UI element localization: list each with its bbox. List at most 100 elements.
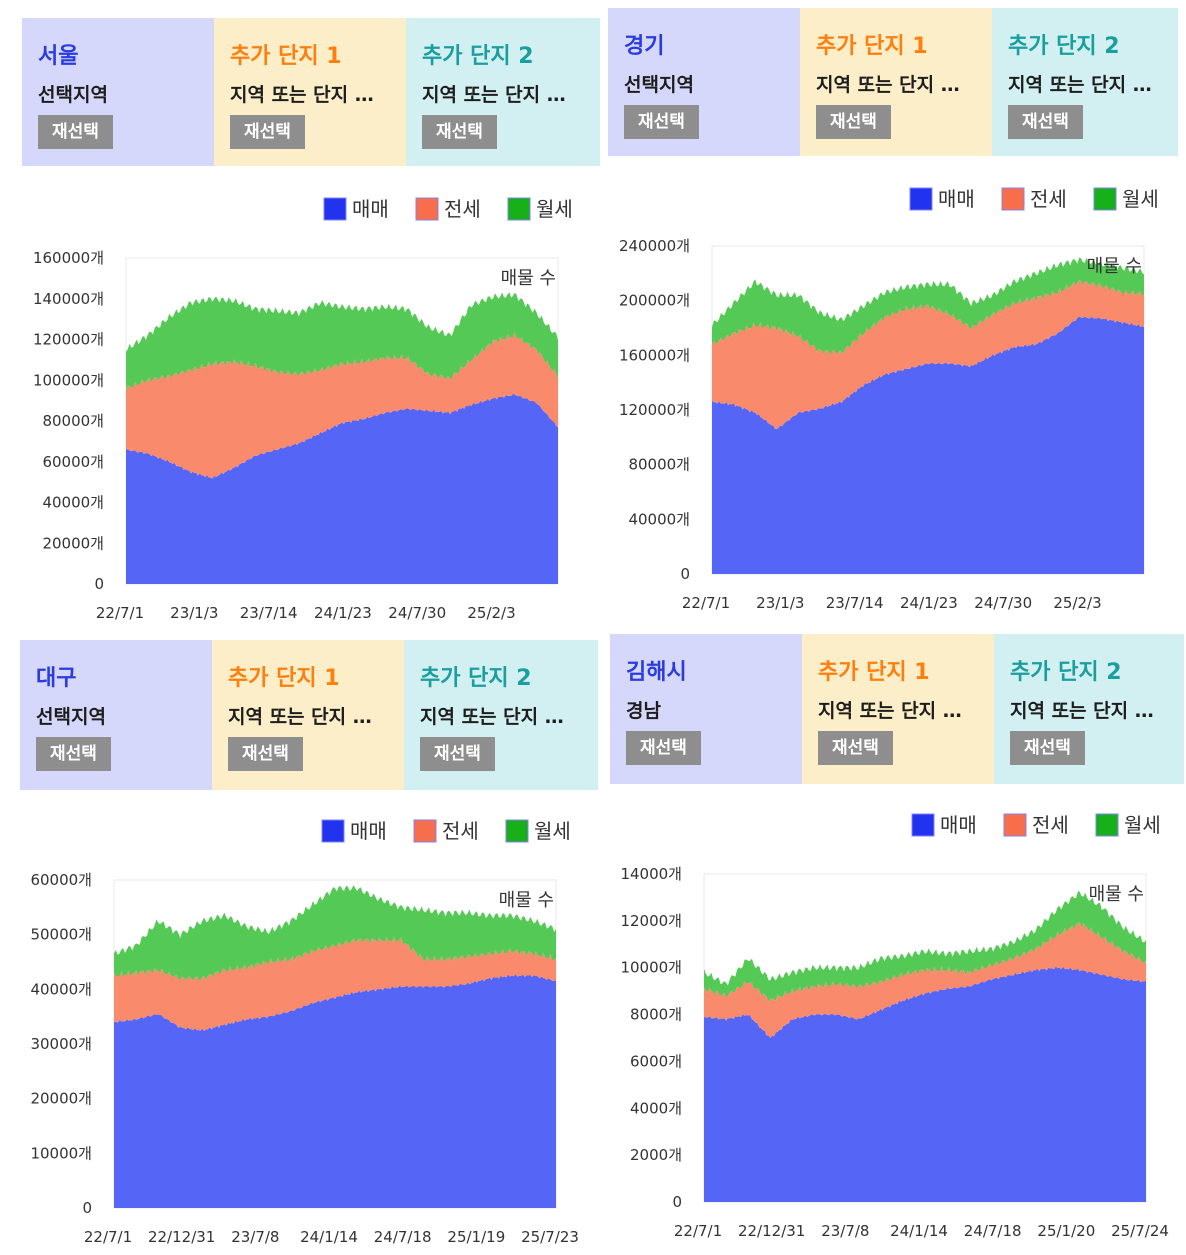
x-tick-label: 23/1/3 [756,594,804,612]
y-tick-label: 2000개 [630,1146,682,1164]
region-subtitle: 선택지역 [624,74,694,96]
panel-header: 김해시 경남 재선택 추가 단지 1 지역 또는 단지 … 재선택 추가 단지 … [610,634,1184,784]
reselect-button[interactable]: 재선택 [230,115,305,149]
x-tick-label: 24/1/14 [890,1222,948,1240]
reselect-button[interactable]: 재선택 [36,737,111,771]
legend: 매매 전세 월세 [323,197,573,221]
reselect-button[interactable]: 재선택 [1010,731,1085,765]
region-subtitle: 선택지역 [36,706,106,728]
header-add2-cell[interactable]: 추가 단지 2 지역 또는 단지 … 재선택 [994,634,1184,784]
legend: 매매 전세 월세 [909,187,1159,211]
header-add1-cell[interactable]: 추가 단지 1 지역 또는 단지 … 재선택 [802,634,994,784]
region-title: 대구 [36,666,77,691]
add-complex-1-subtitle: 지역 또는 단지 … [228,706,372,728]
y-tick-label: 40000개 [42,494,104,512]
panel-gimhae: 김해시 경남 재선택 추가 단지 1 지역 또는 단지 … 재선택 추가 단지 … [610,634,1184,1246]
stacked-area-chart: 매매 전세 월세 14000개 12000개 10000개 8000개 6000개 4000개 2… [620,813,1169,1240]
area-series-매매 [712,316,1144,574]
add-complex-1-title: 추가 단지 1 [230,44,342,69]
y-tick-label: 80000개 [42,412,104,430]
x-tick-label: 23/7/14 [240,604,298,622]
y-tick-label: 0 [94,575,104,593]
y-tick-label: 80000개 [628,456,690,474]
y-tick-label: 0 [672,1193,682,1211]
legend-swatch [321,819,345,843]
y-tick-label: 60000개 [30,871,92,889]
area-series-전세 [126,331,558,479]
reselect-button[interactable]: 재선택 [818,731,893,765]
x-tick-label: 22/7/1 [674,1222,722,1240]
y-tick-label: 200000개 [619,292,690,310]
reselect-button[interactable]: 재선택 [228,737,303,771]
x-tick-label: 25/2/3 [1053,594,1101,612]
y-tick-label: 240000개 [619,237,690,255]
header-add2-cell[interactable]: 추가 단지 2 지역 또는 단지 … 재선택 [992,8,1178,156]
area-series-전세 [114,936,556,1031]
legend-label: 월세 [1122,187,1159,211]
header-main-cell: 대구 선택지역 재선택 [20,640,212,790]
x-tick-label: 23/7/8 [231,1228,279,1246]
region-title: 서울 [38,44,79,69]
x-tick-label: 22/12/31 [738,1222,805,1240]
legend-swatch [415,197,439,221]
x-tick-label: 24/7/30 [974,594,1032,612]
header-add1-cell[interactable]: 추가 단지 1 지역 또는 단지 … 재선택 [800,8,992,156]
area-series-월세 [704,891,1146,1003]
add-complex-2-subtitle: 지역 또는 단지 … [1008,74,1152,96]
panel-gyeonggi: 경기 선택지역 재선택 추가 단지 1 지역 또는 단지 … 재선택 추가 단지… [608,8,1178,620]
y-tick-label: 60000개 [42,453,104,471]
legend-label: 월세 [1124,813,1161,837]
legend-swatch [323,197,347,221]
reselect-button[interactable]: 재선택 [816,105,891,139]
x-tick-label: 24/1/23 [314,604,372,622]
legend-label: 전세 [1032,813,1069,837]
legend-label: 매매 [350,819,387,843]
panel-seoul: 서울 선택지역 재선택 추가 단지 1 지역 또는 단지 … 재선택 추가 단지… [22,18,600,630]
y-tick-label: 160000개 [619,346,690,364]
area-series-월세 [114,885,556,981]
area-series-전세 [704,922,1146,1038]
reselect-button[interactable]: 재선택 [420,737,495,771]
add-complex-1-title: 추가 단지 1 [818,660,930,685]
header-add1-cell[interactable]: 추가 단지 1 지역 또는 단지 … 재선택 [212,640,404,790]
y-tick-label: 50000개 [30,926,92,944]
reselect-button[interactable]: 재선택 [624,105,699,139]
y-tick-label: 160000개 [33,249,104,267]
reselect-button[interactable]: 재선택 [422,115,497,149]
x-tick-label: 25/7/24 [1111,1222,1169,1240]
area-series-매매 [126,393,558,584]
y-tick-label: 40000개 [628,510,690,528]
y-tick-label: 8000개 [630,1006,682,1024]
x-tick-label: 24/1/23 [900,594,958,612]
add-complex-2-title: 추가 단지 2 [420,666,532,691]
region-subtitle: 경남 [626,700,661,722]
x-tick-label: 23/1/3 [170,604,218,622]
area-series-월세 [126,292,558,392]
annotation-label: 매물 수 [501,268,556,289]
header-add1-cell[interactable]: 추가 단지 1 지역 또는 단지 … 재선택 [214,18,406,166]
y-tick-label: 140000개 [33,290,104,308]
legend-swatch [1093,187,1117,211]
region-title: 경기 [624,34,665,59]
reselect-button[interactable]: 재선택 [1008,105,1083,139]
region-subtitle: 선택지역 [38,84,108,106]
panel-daegu: 대구 선택지역 재선택 추가 단지 1 지역 또는 단지 … 재선택 추가 단지… [20,640,598,1252]
reselect-button[interactable]: 재선택 [626,731,701,765]
add-complex-2-subtitle: 지역 또는 단지 … [420,706,564,728]
area-series-매매 [704,966,1146,1202]
legend: 매매 전세 월세 [321,819,571,843]
x-tick-label: 23/7/14 [826,594,884,612]
header-main-cell: 서울 선택지역 재선택 [22,18,214,166]
stacked-area-chart: 매매 전세 월세 240000개 200000개 160000개 120000개 80000개… [619,187,1159,612]
add-complex-1-subtitle: 지역 또는 단지 … [230,84,374,106]
x-tick-label: 22/7/1 [682,594,730,612]
legend-label: 월세 [536,197,573,221]
header-add2-cell[interactable]: 추가 단지 2 지역 또는 단지 … 재선택 [404,640,598,790]
header-add2-cell[interactable]: 추가 단지 2 지역 또는 단지 … 재선택 [406,18,600,166]
y-tick-label: 10000개 [620,959,682,977]
reselect-button[interactable]: 재선택 [38,115,113,149]
annotation-label: 매물 수 [1089,884,1144,905]
legend-swatch [909,187,933,211]
x-tick-label: 25/2/3 [467,604,515,622]
legend-swatch [505,819,529,843]
